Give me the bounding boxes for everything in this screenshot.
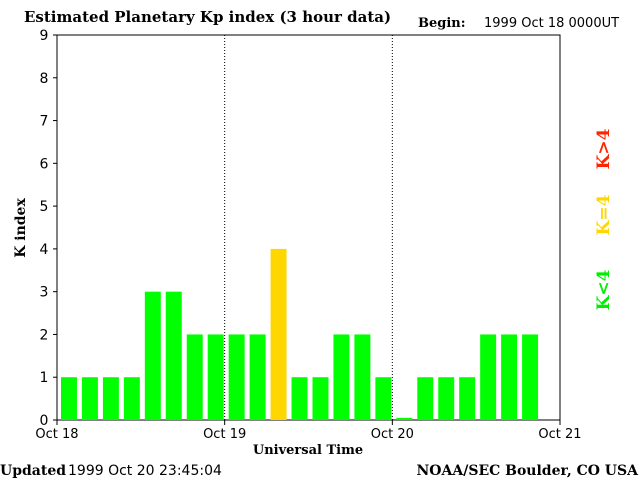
kp-bar (480, 334, 497, 420)
y-tick-label: 4 (40, 242, 49, 258)
kp-bar (165, 291, 182, 420)
kp-bar (459, 377, 476, 420)
kp-bar (81, 377, 98, 420)
y-tick-label: 9 (40, 28, 49, 44)
kp-bar (291, 377, 308, 420)
kp-bar (354, 334, 371, 420)
y-tick-label: 0 (40, 413, 49, 429)
plot-area (56, 34, 561, 421)
kp-bar (102, 377, 119, 420)
x-tick-label: Oct 19 (203, 427, 246, 442)
kp-bar (270, 248, 287, 420)
kp-bar (186, 334, 203, 420)
y-tick-label: 5 (40, 199, 49, 215)
updated-label: Updated (0, 463, 66, 479)
y-tick-label: 1 (40, 370, 49, 386)
kp-bar (144, 291, 161, 420)
kp-bar (123, 377, 140, 420)
kp-bar (207, 334, 224, 420)
kp-bar (249, 334, 266, 420)
kp-bar (61, 377, 77, 420)
kp-bar (333, 334, 350, 420)
x-axis-label: Universal Time (253, 443, 363, 458)
kp-bar (312, 377, 329, 420)
kp-bar (396, 417, 413, 420)
legend-low: K<4 (594, 269, 614, 310)
bars-group (61, 248, 539, 420)
x-tick-label: Oct 20 (371, 427, 414, 442)
x-axis: Oct 18 Oct 19 Oct 20 Oct 21 (35, 420, 582, 442)
kp-bar (417, 377, 434, 420)
x-tick-label: Oct 18 (35, 427, 78, 442)
legend-equal: K=4 (594, 194, 614, 235)
kp-bar (438, 377, 455, 420)
begin-value: 1999 Oct 18 0000UT (484, 16, 619, 31)
x-tick-label: Oct 21 (538, 427, 581, 442)
kp-bar (375, 377, 392, 420)
chart-title: Estimated Planetary Kp index (3 hour dat… (24, 8, 391, 26)
begin-label: Begin: (418, 16, 466, 31)
updated-value: 1999 Oct 20 23:45:04 (68, 463, 222, 479)
y-axis: 0 1 2 3 4 5 6 7 8 9 (40, 28, 57, 429)
kp-bar (228, 334, 245, 420)
y-tick-label: 6 (40, 156, 49, 172)
kp-bar (522, 334, 539, 420)
kp-bar (501, 334, 518, 420)
y-tick-label: 3 (40, 285, 49, 301)
plot-frame (56, 34, 561, 421)
y-axis-label: K index (13, 198, 29, 258)
credit-text: NOAA/SEC Boulder, CO USA (417, 463, 640, 479)
y-tick-label: 8 (40, 71, 49, 87)
y-tick-label: 7 (40, 114, 49, 130)
legend-high: K>4 (594, 128, 614, 169)
y-tick-label: 2 (40, 327, 49, 343)
